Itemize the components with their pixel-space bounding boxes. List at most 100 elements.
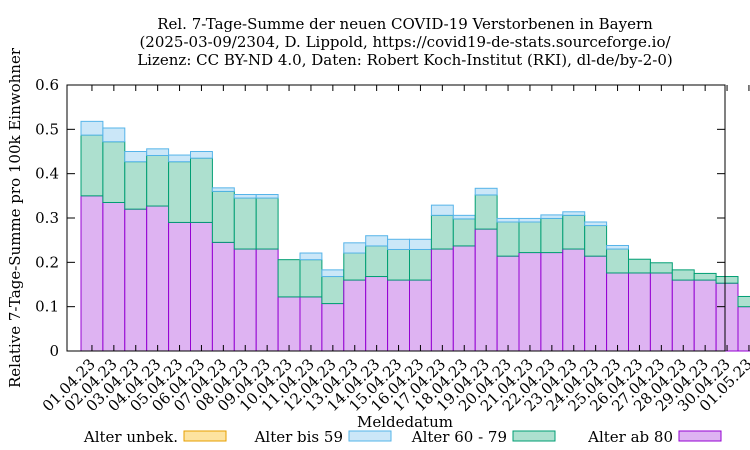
bar-alter-ab-80-29 [715,282,739,352]
y-tick-label-3: 0.3 [35,209,59,227]
bar-alter-ab-80-12 [343,279,367,352]
bar-alter-60-79-28 [693,272,717,281]
bar-alter-60-79-15 [409,248,432,281]
bar-alter-60-79-14 [387,248,411,281]
bar-alter-ab-80-3 [146,205,170,352]
bar-alter-ab-80-16 [430,248,454,352]
plot-frame [66,84,726,352]
bar-alter-ab-80-20 [518,252,542,352]
bar-alter-bis-59-1 [102,127,126,143]
bar-alter-bis-59-15 [409,238,432,250]
bar-alter-60-79-13 [365,245,389,278]
bar-alter-ab-80-2 [124,208,148,352]
bar-alter-bis-59-16 [430,204,454,216]
legend-label-alter-unbek-: Alter unbek. [83,428,178,446]
bar-alter-bis-59-0 [80,120,104,136]
bar-alter-ab-80-4 [168,221,192,352]
bar-alter-60-79-12 [343,252,367,281]
bar-alter-60-79-26 [649,262,673,274]
title-line-3: Lizenz: CC BY-ND 4.0, Daten: Robert Koch… [137,51,673,69]
bar-alter-60-79-29 [715,276,739,284]
bar-alter-ab-80-13 [365,276,389,352]
bar-alter-60-79-16 [430,214,454,250]
bar-alter-bis-59-21 [540,214,564,219]
bar-alter-ab-80-23 [584,255,608,352]
bar-alter-ab-80-5 [190,221,213,352]
bar-alter-ab-80-30 [737,306,750,352]
bar-alter-bis-59-13 [365,235,389,247]
legend-swatch-alter-unbek- [183,430,227,442]
bar-alter-ab-80-18 [474,228,498,352]
bar-alter-bis-59-20 [518,217,542,223]
bar-alter-60-79-8 [255,197,279,250]
bar-alter-60-79-1 [102,141,126,203]
legend-swatch-alter-ab-80 [678,430,722,442]
bar-alter-60-79-30 [737,295,750,308]
y-tick-label-2: 0.2 [35,253,59,271]
bar-alter-60-79-7 [233,197,257,250]
bar-alter-60-79-10 [299,259,323,298]
bar-alter-60-79-2 [124,161,148,210]
bar-alter-ab-80-14 [387,279,411,352]
bar-alter-60-79-11 [321,276,345,305]
bar-alter-60-79-6 [211,190,235,243]
bar-alter-60-79-3 [146,154,170,207]
title-line-1: Rel. 7-Tage-Summe der neuen COVID-19 Ver… [157,15,653,33]
bar-alter-ab-80-22 [562,248,586,352]
bar-alter-ab-80-0 [80,195,104,352]
bars-layer [80,120,750,352]
legend-label-alter-bis-59: Alter bis 59 [254,428,343,446]
bar-alter-60-79-20 [518,221,542,254]
bar-alter-bis-59-2 [124,151,148,163]
bar-alter-bis-59-7 [233,194,257,199]
bar-alter-bis-59-10 [299,252,323,261]
bar-alter-bis-59-22 [562,211,586,216]
bar-alter-ab-80-10 [299,296,323,352]
bar-alter-bis-59-8 [255,194,279,199]
bar-alter-bis-59-19 [496,217,520,223]
y-axis-label: Relative 7-Tage-Summe pro 100k Einwohner [6,47,24,388]
bar-alter-ab-80-9 [277,296,301,352]
bar-alter-bis-59-4 [168,154,192,163]
y-tick-label-6: 0.6 [35,76,59,94]
bar-alter-bis-59-5 [190,151,213,159]
bar-alter-ab-80-11 [321,303,345,352]
bar-alter-60-79-5 [190,157,213,223]
bar-alter-bis-59-24 [606,244,629,250]
bar-alter-ab-80-19 [496,255,520,352]
x-axis-label: Meldedatum [357,413,453,431]
legend-swatch-alter-60-79 [512,430,556,442]
y-axis: 0 0.1 0.2 0.3 0.4 0.5 0.6 [35,76,725,360]
y-tick-label-1: 0.1 [35,298,59,316]
bar-alter-60-79-17 [452,218,476,247]
bar-alter-60-79-0 [80,134,104,197]
bar-alter-bis-59-12 [343,242,367,254]
y-tick-label-0: 0 [49,342,59,360]
bar-alter-60-79-27 [671,269,695,281]
chart-title: Rel. 7-Tage-Summe der neuen COVID-19 Ver… [137,15,673,69]
bar-alter-60-79-22 [562,214,586,250]
bar-alter-ab-80-26 [649,272,673,352]
legend: Alter unbek. Alter bis 59 Alter 60 - 79 Alt… [83,428,722,446]
x-axis: 01.04.2302.04.2303.04.2304.04.2305.04.23… [39,85,750,415]
bar-alter-ab-80-7 [233,248,257,352]
bar-alter-ab-80-8 [255,248,279,352]
bar-alter-ab-80-17 [452,245,476,352]
bar-alter-60-79-18 [474,194,498,230]
y-tick-label-5: 0.5 [35,120,59,138]
bar-alter-ab-80-28 [693,279,717,352]
bar-alter-60-79-9 [277,259,301,298]
bar-alter-ab-80-15 [409,279,432,352]
bar-alter-bis-59-3 [146,148,170,156]
bar-alter-bis-59-23 [584,221,608,227]
legend-label-alter-60-79: Alter 60 - 79 [411,428,507,446]
bar-alter-bis-59-6 [211,187,235,192]
bar-alter-bis-59-17 [452,214,476,220]
bar-alter-ab-80-21 [540,252,564,352]
bar-alter-60-79-21 [540,217,564,254]
bar-alter-bis-59-18 [474,187,498,196]
y-tick-label-4: 0.4 [35,165,59,183]
bar-alter-bis-59-14 [387,238,411,250]
bar-alter-60-79-24 [606,248,629,274]
